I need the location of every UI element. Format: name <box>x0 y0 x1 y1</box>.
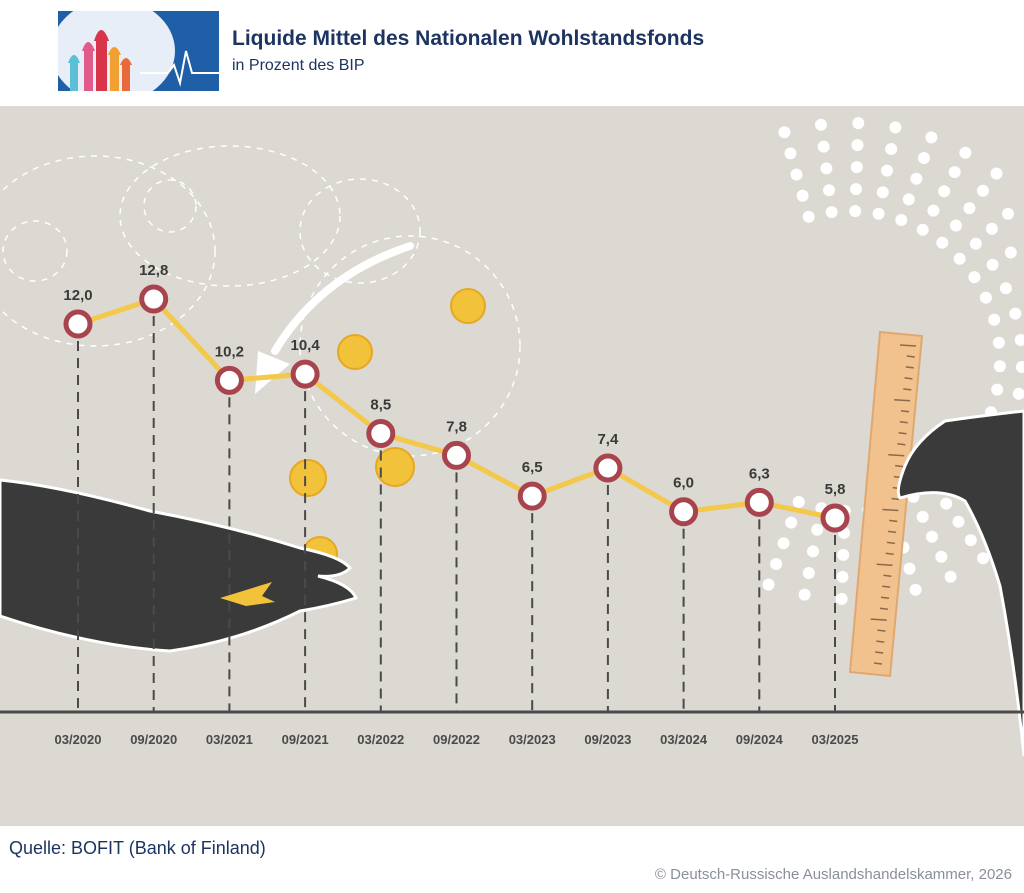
data-label: 6,5 <box>522 459 543 476</box>
x-tick-label: 03/2023 <box>509 732 556 747</box>
series-line <box>77 296 836 521</box>
data-label: 10,4 <box>290 337 320 354</box>
ruler-illustration <box>848 330 924 678</box>
data-markers <box>63 284 850 533</box>
data-point-marker <box>820 503 850 533</box>
source-note: Quelle: BOFIT (Bank of Finland) <box>9 838 266 858</box>
data-label: 10,2 <box>215 343 244 360</box>
x-tick-label: 09/2022 <box>433 732 480 747</box>
data-point-marker <box>290 359 320 389</box>
x-tick-label: 09/2024 <box>736 732 784 747</box>
x-tick-label: 03/2021 <box>206 732 253 747</box>
x-tick-label: 03/2020 <box>55 732 102 747</box>
data-point-marker <box>744 487 774 517</box>
hand-illustration-right <box>896 409 1024 757</box>
data-point-marker <box>366 419 396 449</box>
data-label: 7,4 <box>597 431 619 448</box>
line-chart: 12,0 12,8 10,2 10,4 8,5 7,8 6,5 7,4 6,0 6,3 5,8 03… <box>0 117 1024 757</box>
x-tick-label: 03/2024 <box>660 732 708 747</box>
x-tick-label: 03/2022 <box>357 732 404 747</box>
data-point-marker <box>139 284 169 314</box>
data-label: 12,0 <box>63 287 92 304</box>
arrow-icon <box>255 242 414 394</box>
data-point-marker <box>517 481 547 511</box>
data-label: 8,5 <box>370 397 391 414</box>
data-label: 5,8 <box>825 481 846 498</box>
data-point-marker <box>442 440 471 470</box>
data-point-marker <box>593 453 623 483</box>
x-tick-labels: 03/2020 09/2020 03/2021 09/2021 03/2022 09/20… <box>55 732 859 747</box>
header: Liquide Mittel des Nationalen Wohlstands… <box>0 0 1024 106</box>
data-label: 7,8 <box>446 418 467 435</box>
chart-title: Liquide Mittel des Nationalen Wohlstands… <box>232 27 705 50</box>
hand-illustration-left <box>0 478 359 653</box>
x-tick-label: 09/2023 <box>584 732 631 747</box>
x-tick-label: 03/2025 <box>812 732 859 747</box>
copyright-note: © Deutsch-Russische Auslandshandelskamme… <box>654 866 1012 883</box>
drop-lines <box>77 299 836 712</box>
data-label: 12,8 <box>139 262 168 279</box>
data-label: 6,3 <box>749 465 770 482</box>
x-tick-label: 09/2021 <box>282 732 329 747</box>
value-labels: 12,0 12,8 10,2 10,4 8,5 7,8 6,5 7,4 6,0 6,3 5,8 <box>63 262 845 498</box>
data-point-marker <box>63 309 93 339</box>
data-point-marker <box>214 365 244 395</box>
x-tick-label: 09/2020 <box>130 732 177 747</box>
data-label: 6,0 <box>673 475 694 492</box>
data-point-marker <box>669 497 699 527</box>
chart-subtitle: in Prozent des BIP <box>232 57 365 74</box>
logo-icon <box>58 11 219 91</box>
chart-area: 12,0 12,8 10,2 10,4 8,5 7,8 6,5 7,4 6,0 6,3 5,8 03… <box>0 106 1024 826</box>
